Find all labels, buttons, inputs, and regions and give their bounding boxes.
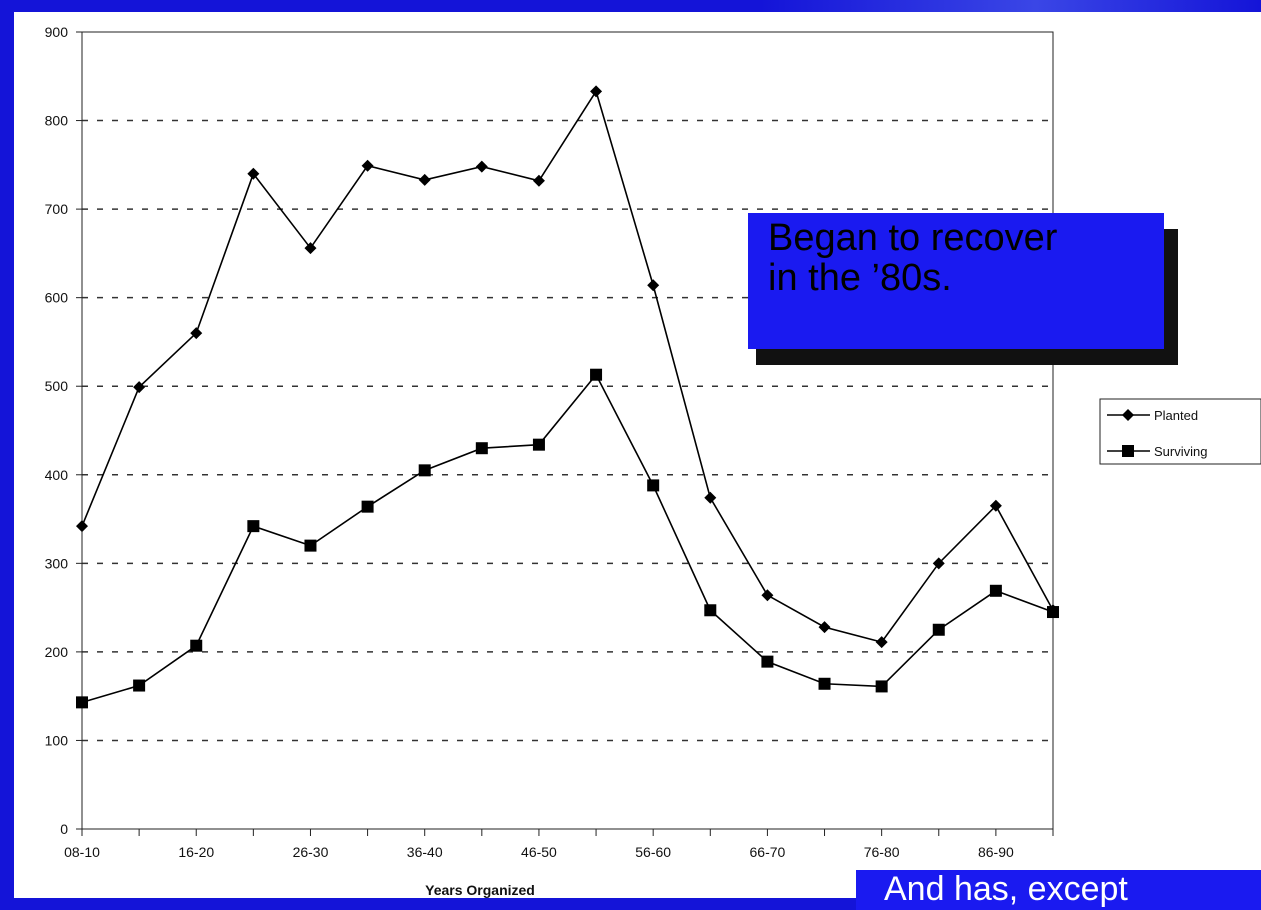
callout-bottom-text: And has, except [884,870,1128,908]
x-tick-label: 66-70 [750,844,786,860]
legend-marker-surviving [1122,445,1134,457]
callout-bottom: And has, except [856,870,1261,910]
data-point-surviving [590,368,603,381]
callout-began-to-recover: Began to recover in the ’80s. [748,213,1164,349]
plot-area-frame [81,31,1054,830]
data-point-surviving [704,604,717,617]
data-point-surviving [532,438,545,451]
data-point-surviving [818,677,831,690]
y-tick-label: 100 [45,732,69,748]
x-tick-label: 36-40 [407,844,443,860]
y-tick-label: 900 [45,24,69,40]
data-point-surviving [647,479,660,492]
x-tick-label: 46-50 [521,844,557,860]
data-point-surviving [1047,606,1059,619]
data-point-surviving [133,679,146,692]
data-point-planted [532,174,545,187]
x-tick-label: 26-30 [293,844,329,860]
legend-marker-planted [1122,409,1134,421]
slide-top-band [760,0,1261,12]
data-point-planted [818,621,831,634]
x-tick-label: 56-60 [635,844,671,860]
data-point-surviving [304,539,317,552]
series [76,85,1059,709]
data-point-planted [932,557,945,570]
y-tick-label: 800 [45,113,69,129]
callout-text: Began to recover in the ’80s. [768,217,1058,299]
data-point-planted [590,85,603,98]
data-point-surviving [190,639,203,652]
x-tick-label: 16-20 [178,844,214,860]
series-line-surviving [81,373,1054,704]
data-point-planted [875,636,888,649]
data-point-planted [190,327,203,340]
y-tick-label: 600 [45,290,69,306]
data-point-planted [704,491,717,504]
data-point-surviving [76,696,88,709]
data-point-surviving [875,680,888,693]
data-point-planted [304,242,317,255]
data-point-surviving [475,442,488,455]
x-tick-label: 08-10 [64,844,100,860]
axes: 0 100 200 300 400 500 600 700 800 900 08-10 16-20 26… [45,24,1054,860]
legend: Planted Surviving [1099,398,1261,465]
y-tick-label: 400 [45,467,69,483]
data-point-planted [76,520,88,533]
y-tick-label: 700 [45,201,69,217]
data-point-surviving [761,655,774,668]
data-point-planted [647,279,660,292]
legend-label-planted: Planted [1154,408,1198,423]
data-point-planted [133,381,146,394]
data-point-planted [761,589,774,602]
data-point-surviving [989,584,1002,597]
gridlines [82,119,1053,742]
data-point-planted [361,159,374,172]
data-point-planted [475,160,488,173]
y-tick-label: 0 [60,821,68,837]
x-tick-label: 86-90 [978,844,1014,860]
data-point-surviving [247,520,260,533]
legend-label-surviving: Surviving [1154,444,1207,459]
series-line-planted [81,89,1054,644]
y-tick-label: 300 [45,555,69,571]
data-point-planted [989,499,1002,512]
data-point-surviving [932,623,945,636]
data-point-planted [247,167,260,180]
data-point-surviving [361,500,374,513]
x-tick-label: 76-80 [864,844,900,860]
y-tick-label: 200 [45,644,69,660]
data-point-planted [418,173,431,186]
data-point-surviving [418,464,431,477]
x-axis-title: Years Organized [425,882,535,898]
y-tick-label: 500 [45,378,69,394]
